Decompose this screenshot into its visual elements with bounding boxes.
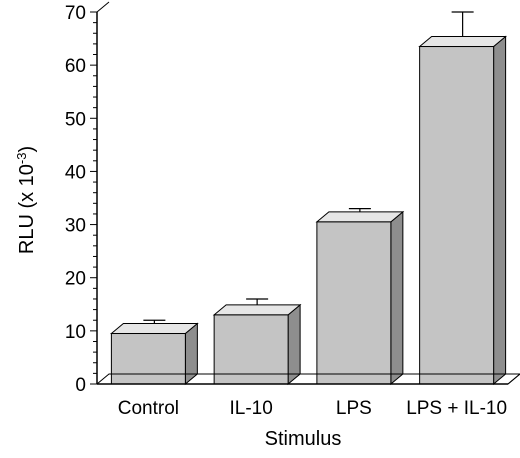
y-tick-label: 40 [65,162,86,183]
y-axis-title-exponent: -3 [14,153,29,165]
y-tick-label: 20 [65,269,86,290]
bar-side [493,35,507,386]
floor-right-edge [507,373,520,385]
y-tick-label: 10 [65,322,86,343]
y-tick-label: 0 [75,375,86,396]
bar-group [212,298,302,386]
bars-layer [110,11,507,386]
bar-group [315,208,405,386]
y-tick-label: 70 [65,3,86,24]
y-axis-depth-top [96,1,110,13]
bar [213,314,289,385]
y-tick-label: 60 [65,56,86,77]
y-axis-title: RLU (x 10-3) [14,146,38,254]
back-wall-top [97,2,520,12]
y-axis-title-close: ) [16,146,38,153]
x-tick-label: IL-10 [229,398,272,419]
bar-top [418,36,507,48]
bar [110,333,186,385]
bar-top [110,323,199,335]
labels-layer: 0 10 20 30 40 50 60 70 Control IL-10 LPS LPS + IL-1… [65,3,507,419]
x-tick-label: LPS [336,398,372,419]
bar-group [418,11,507,386]
x-tick-label: LPS + IL-10 [406,398,507,419]
bar [316,221,392,385]
bar-side [287,303,301,386]
x-axis-title: Stimulus [265,428,342,450]
y-axis-title-main: RLU (x 10 [16,164,38,254]
y-tick-label: 50 [65,109,86,130]
bar-group [110,319,199,386]
bar-side [390,210,404,386]
x-tick-label: Control [118,398,179,419]
bar-top [315,211,405,223]
bar [419,46,495,385]
y-tick-label: 30 [65,216,86,237]
axis-layer [90,1,520,385]
bar-top [212,304,302,316]
